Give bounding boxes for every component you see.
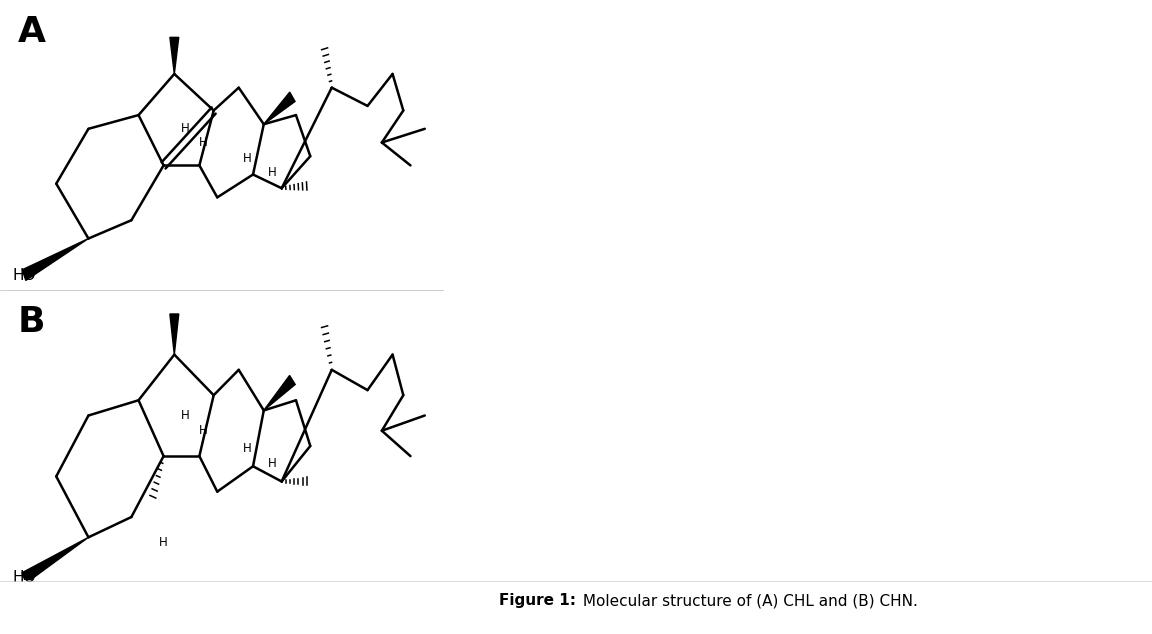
Text: Molecular structure of (A) CHL and (B) CHN.: Molecular structure of (A) CHL and (B) C… — [578, 593, 918, 608]
Text: H: H — [198, 424, 207, 437]
Text: B: B — [17, 304, 45, 339]
Text: H: H — [159, 536, 168, 549]
Polygon shape — [169, 37, 179, 74]
Text: HO: HO — [13, 268, 36, 283]
Text: A: A — [17, 15, 46, 49]
Polygon shape — [22, 238, 89, 280]
Polygon shape — [169, 314, 179, 354]
Text: H: H — [268, 457, 278, 470]
Text: H: H — [243, 152, 252, 165]
Polygon shape — [264, 92, 295, 124]
Text: Figure 1:: Figure 1: — [499, 593, 576, 608]
Text: H: H — [181, 122, 189, 135]
Text: H: H — [181, 409, 189, 422]
Text: HO: HO — [13, 571, 36, 585]
Polygon shape — [22, 538, 89, 583]
Polygon shape — [264, 375, 295, 410]
Text: H: H — [198, 136, 207, 149]
Text: H: H — [243, 442, 252, 455]
Text: H: H — [268, 165, 278, 179]
